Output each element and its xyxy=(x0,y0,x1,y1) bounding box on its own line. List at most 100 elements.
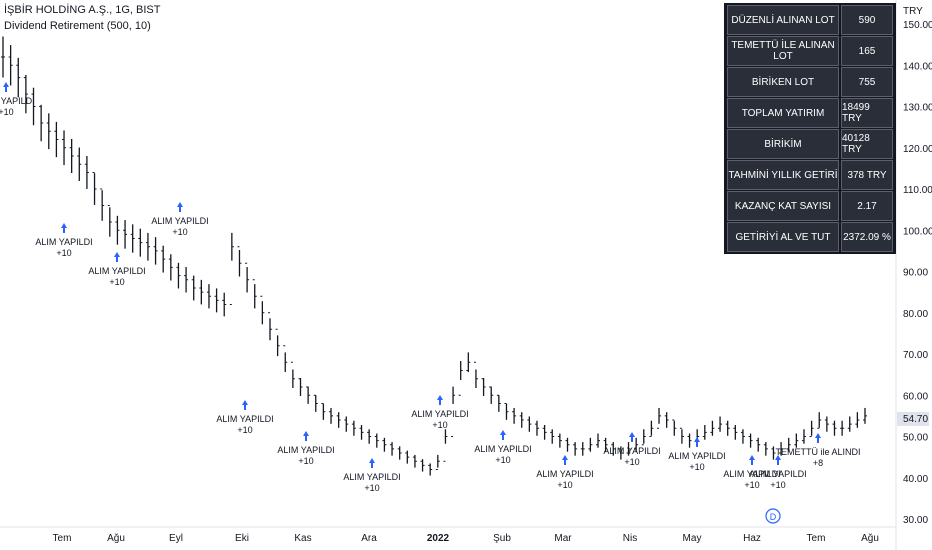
ohlc-bar xyxy=(481,378,486,396)
price-tick-label: 40.00 xyxy=(903,474,928,485)
annotation-label: ALIM YAPILDI xyxy=(474,444,531,454)
stat-label: TAHMİNİ YILLIK GETİRİ xyxy=(727,160,839,190)
ohlc-bar xyxy=(390,442,395,456)
price-tick-label: 70.00 xyxy=(903,350,928,361)
ohlc-bar xyxy=(229,232,234,305)
ohlc-bar xyxy=(245,262,250,293)
stat-value: 2372.09 % xyxy=(841,222,893,252)
ohlc-bar xyxy=(31,87,36,126)
up-arrow-icon xyxy=(114,252,120,262)
ohlc-bar xyxy=(367,429,372,444)
time-tick-label: May xyxy=(683,533,702,544)
annotation-label: ALIM YAPILDI xyxy=(88,266,145,276)
ohlc-bar xyxy=(771,446,776,460)
ohlc-bar xyxy=(534,420,539,436)
annotation-sub: +10 xyxy=(770,480,785,490)
ohlc-bar xyxy=(84,156,89,189)
buy-annotation: ALIM YAPILDI+10 xyxy=(723,455,781,490)
stat-value: 590 xyxy=(841,5,893,35)
ohlc-bar xyxy=(405,450,410,464)
ohlc-bar xyxy=(115,215,120,245)
ohlc-bar xyxy=(16,57,21,98)
stat-row: DÜZENLİ ALINAN LOT 590 xyxy=(727,5,893,35)
ohlc-bar xyxy=(809,420,814,437)
ohlc-bar xyxy=(130,224,135,253)
ohlc-bar xyxy=(168,254,173,281)
ohlc-bar xyxy=(634,437,639,452)
ohlc-bar xyxy=(710,420,715,436)
ohlc-bar xyxy=(283,345,288,373)
ohlc-bar xyxy=(725,420,730,436)
ohlc-bar xyxy=(206,284,211,309)
ohlc-bar xyxy=(100,188,105,221)
price-tick-label: 50.00 xyxy=(903,433,928,444)
stat-label: BİRİKEN LOT xyxy=(727,67,839,97)
time-axis: Tem Ağu Eyl Eki Kas Ara 2022 Şub Mar Nis May Haz Tem… xyxy=(53,533,879,544)
ohlc-bar xyxy=(801,429,806,444)
annotation-sub: +10 xyxy=(557,480,572,490)
stat-row: KAZANÇ KAT SAYISI 2.17 xyxy=(727,191,893,221)
ohlc-bar xyxy=(336,412,341,428)
ohlc-bar xyxy=(733,425,738,440)
annotation-sub: +10 xyxy=(495,455,510,465)
up-arrow-icon xyxy=(3,82,9,92)
ohlc-bar xyxy=(214,288,219,313)
ohlc-bar xyxy=(321,403,326,420)
annotation-label: ALIM YAPILDI xyxy=(35,237,92,247)
ohlc-bar xyxy=(92,172,97,205)
buy-annotation: ALIM YAPILDI+10 xyxy=(536,455,594,490)
stat-value: 165 xyxy=(841,36,893,66)
ohlc-bar xyxy=(626,442,631,456)
ohlc-bar xyxy=(740,429,745,444)
annotation-sub: +10 xyxy=(364,483,379,493)
ohlc-bar xyxy=(46,113,51,150)
ohlc-bar xyxy=(222,292,227,317)
ohlc-bar xyxy=(542,425,547,440)
time-tick-label: Tem xyxy=(53,533,72,544)
ohlc-bar xyxy=(832,420,837,436)
ohlc-bar xyxy=(573,442,578,456)
ohlc-bar xyxy=(267,312,272,341)
annotation-label: ALIM YAPILDI xyxy=(151,216,208,226)
ohlc-bar xyxy=(718,416,723,432)
ohlc-bar xyxy=(763,442,768,456)
price-tick-label: 110.00 xyxy=(903,185,932,196)
ohlc-bar xyxy=(786,437,791,452)
price-tick-label: 140.00 xyxy=(903,61,932,72)
buy-annotation: ALIM YAPILDI+10 xyxy=(277,431,335,466)
ohlc-bar xyxy=(466,352,471,373)
buy-annotation: ALIM YAPILDI+10 xyxy=(668,437,726,472)
buy-annotation: TEMETTÜ ile ALINDI+8 xyxy=(775,433,861,468)
dividend-marker[interactable] xyxy=(765,508,781,524)
ohlc-bar xyxy=(473,361,478,388)
up-arrow-icon xyxy=(749,455,755,465)
stat-value: 40128 TRY xyxy=(841,129,893,159)
ohlc-bar xyxy=(252,279,257,309)
up-arrow-icon xyxy=(562,455,568,465)
annotation-label: ALIM YAPILDI xyxy=(343,472,400,482)
stat-row: TOPLAM YATIRIM 18499 TRY xyxy=(727,98,893,128)
ohlc-bar xyxy=(290,361,295,388)
annotation-label: ALIM YAPILDI xyxy=(668,451,725,461)
annotation-sub: +10 xyxy=(56,248,71,258)
ohlc-bar xyxy=(657,407,662,429)
ohlc-bar xyxy=(519,412,524,428)
indicator-name[interactable]: Dividend Retirement (500, 10) xyxy=(4,20,151,32)
time-tick-label: Tem xyxy=(807,533,826,544)
buy-annotation: ALIM YAPILDI+10 xyxy=(0,82,35,117)
stat-value: 755 xyxy=(841,67,893,97)
time-tick-label: Mar xyxy=(554,533,572,544)
ohlc-bar xyxy=(1,36,5,78)
ohlc-bar xyxy=(412,454,417,468)
stat-value: 2.17 xyxy=(841,191,893,221)
ohlc-bar xyxy=(54,121,59,158)
annotation-label: ALIM YAPILDI xyxy=(603,446,660,456)
ohlc-bar xyxy=(359,425,364,440)
ohlc-bar xyxy=(39,104,44,142)
annotation-label: ALIM YAPILDI xyxy=(277,445,334,455)
ohlc-bar xyxy=(145,232,150,261)
ohlc-bar xyxy=(527,416,532,432)
ohlc-bar xyxy=(779,442,784,456)
